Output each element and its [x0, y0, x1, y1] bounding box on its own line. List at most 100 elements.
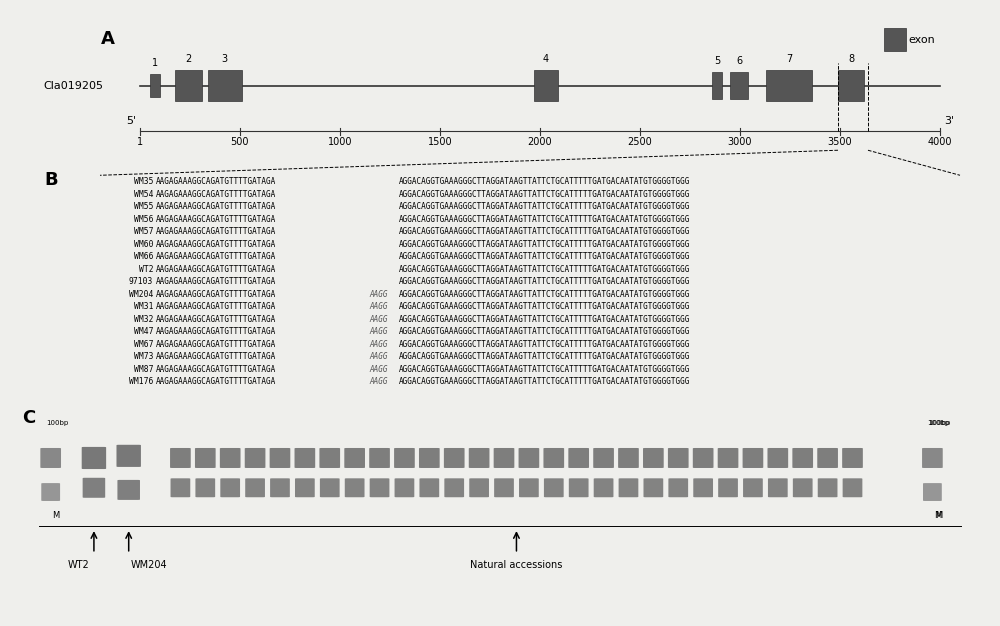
Text: AAGAGAAAGGCAGATGTTTTGATAGA: AAGAGAAAGGCAGATGTTTTGATAGA — [156, 202, 276, 211]
Text: AAGAGAAAGGCAGATGTTTTGATAGA: AAGAGAAAGGCAGATGTTTTGATAGA — [156, 352, 276, 361]
Bar — [534, 70, 558, 101]
Text: 1: 1 — [152, 58, 158, 68]
FancyBboxPatch shape — [593, 448, 614, 468]
Text: AAGAGAAAGGCAGATGTTTTGATAGA: AAGAGAAAGGCAGATGTTTTGATAGA — [156, 215, 276, 223]
Text: AGGACAGGTGAAAGGGCTTAGGATAAGTTATTCTGCATTTTTGATGACAATATGTGGGGTGGG: AGGACAGGTGAAAGGGCTTAGGATAAGTTATTCTGCATTT… — [398, 227, 690, 236]
Text: AGGACAGGTGAAAGGGCTTAGGATAAGTTATTCTGCATTTTTGATGACAATATGTGGGGTGGG: AGGACAGGTGAAAGGGCTTAGGATAAGTTATTCTGCATTT… — [398, 352, 690, 361]
Text: AGGACAGGTGAAAGGGCTTAGGATAAGTTATTCTGCATTTTTGATGACAATATGTGGGGTGGG: AGGACAGGTGAAAGGGCTTAGGATAAGTTATTCTGCATTT… — [398, 290, 690, 299]
Text: 4000: 4000 — [928, 136, 952, 146]
Text: WM67: WM67 — [134, 340, 153, 349]
FancyBboxPatch shape — [792, 448, 813, 468]
Text: AGGACAGGTGAAAGGGCTTAGGATAAGTTATTCTGCATTTTTGATGACAATATGTGGGGTGGG: AGGACAGGTGAAAGGGCTTAGGATAAGTTATTCTGCATTT… — [398, 252, 690, 261]
Text: AGGACAGGTGAAAGGGCTTAGGATAAGTTATTCTGCATTTTTGATGACAATATGTGGGGTGGG: AGGACAGGTGAAAGGGCTTAGGATAAGTTATTCTGCATTT… — [398, 215, 690, 223]
Text: AAGAGAAAGGCAGATGTTTTGATAGA: AAGAGAAAGGCAGATGTTTTGATAGA — [156, 302, 276, 311]
FancyBboxPatch shape — [619, 478, 638, 497]
FancyBboxPatch shape — [693, 448, 713, 468]
FancyBboxPatch shape — [767, 448, 788, 468]
FancyBboxPatch shape — [270, 448, 290, 468]
Text: B: B — [44, 171, 58, 189]
Text: WM56: WM56 — [134, 215, 153, 223]
FancyBboxPatch shape — [40, 448, 61, 468]
FancyBboxPatch shape — [817, 448, 838, 468]
Text: AAGG: AAGG — [369, 290, 388, 299]
FancyBboxPatch shape — [345, 478, 365, 497]
FancyBboxPatch shape — [494, 478, 514, 497]
Text: AGGACAGGTGAAAGGGCTTAGGATAAGTTATTCTGCATTTTTGATGACAATATGTGGGGTGGG: AGGACAGGTGAAAGGGCTTAGGATAAGTTATTCTGCATTT… — [398, 265, 690, 274]
FancyBboxPatch shape — [295, 448, 315, 468]
FancyBboxPatch shape — [568, 448, 589, 468]
Text: AGGACAGGTGAAAGGGCTTAGGATAAGTTATTCTGCATTTTTGATGACAATATGTGGGGTGGG: AGGACAGGTGAAAGGGCTTAGGATAAGTTATTCTGCATTT… — [398, 202, 690, 211]
Text: 7: 7 — [786, 54, 792, 64]
Bar — [766, 70, 812, 101]
FancyBboxPatch shape — [220, 448, 241, 468]
FancyBboxPatch shape — [170, 448, 191, 468]
Text: AAGAGAAAGGCAGATGTTTTGATAGA: AAGAGAAAGGCAGATGTTTTGATAGA — [156, 252, 276, 261]
Text: AAGAGAAAGGCAGATGTTTTGATAGA: AAGAGAAAGGCAGATGTTTTGATAGA — [156, 190, 276, 198]
Text: AGGACAGGTGAAAGGGCTTAGGATAAGTTATTCTGCATTTTTGATGACAATATGTGGGGTGGG: AGGACAGGTGAAAGGGCTTAGGATAAGTTATTCTGCATTT… — [398, 377, 690, 386]
Text: 2000: 2000 — [528, 136, 552, 146]
Text: AAGG: AAGG — [369, 365, 388, 374]
Text: 2500: 2500 — [628, 136, 652, 146]
Text: AAGG: AAGG — [369, 315, 388, 324]
Text: AGGACAGGTGAAAGGGCTTAGGATAAGTTATTCTGCATTTTTGATGACAATATGTGGGGTGGG: AGGACAGGTGAAAGGGCTTAGGATAAGTTATTCTGCATTT… — [398, 302, 690, 311]
Text: 2: 2 — [185, 54, 191, 64]
Text: 100bp: 100bp — [928, 420, 950, 426]
Text: WT2: WT2 — [68, 560, 90, 570]
Text: WM55: WM55 — [134, 202, 153, 211]
FancyBboxPatch shape — [419, 448, 440, 468]
Text: WM66: WM66 — [134, 252, 153, 261]
FancyBboxPatch shape — [519, 448, 539, 468]
FancyBboxPatch shape — [245, 478, 265, 497]
FancyBboxPatch shape — [618, 448, 639, 468]
Text: 5': 5' — [126, 116, 136, 126]
FancyBboxPatch shape — [195, 448, 216, 468]
Text: C: C — [22, 409, 36, 427]
Text: 6: 6 — [736, 56, 742, 66]
Text: AAGAGAAAGGCAGATGTTTTGATAGA: AAGAGAAAGGCAGATGTTTTGATAGA — [156, 340, 276, 349]
FancyBboxPatch shape — [643, 478, 663, 497]
FancyBboxPatch shape — [843, 478, 862, 497]
FancyBboxPatch shape — [245, 448, 265, 468]
FancyBboxPatch shape — [519, 478, 539, 497]
FancyBboxPatch shape — [395, 478, 414, 497]
FancyBboxPatch shape — [569, 478, 589, 497]
Text: exon: exon — [908, 34, 935, 44]
FancyBboxPatch shape — [842, 448, 863, 468]
Text: A: A — [101, 30, 115, 48]
Text: AAGAGAAAGGCAGATGTTTTGATAGA: AAGAGAAAGGCAGATGTTTTGATAGA — [156, 315, 276, 324]
Text: AGGACAGGTGAAAGGGCTTAGGATAAGTTATTCTGCATTTTTGATGACAATATGTGGGGTGGG: AGGACAGGTGAAAGGGCTTAGGATAAGTTATTCTGCATTT… — [398, 327, 690, 336]
Text: AAGAGAAAGGCAGATGTTTTGATAGA: AAGAGAAAGGCAGATGTTTTGATAGA — [156, 265, 276, 274]
Text: 4: 4 — [543, 54, 549, 64]
Bar — [712, 72, 722, 99]
Bar — [150, 74, 160, 97]
FancyBboxPatch shape — [394, 448, 415, 468]
Text: WT2: WT2 — [139, 265, 153, 274]
Text: Cla019205: Cla019205 — [44, 81, 104, 91]
FancyBboxPatch shape — [718, 448, 738, 468]
Text: AAGAGAAAGGCAGATGTTTTGATAGA: AAGAGAAAGGCAGATGTTTTGATAGA — [156, 290, 276, 299]
Text: WM47: WM47 — [134, 327, 153, 336]
FancyBboxPatch shape — [270, 478, 290, 497]
Text: WM73: WM73 — [134, 352, 153, 361]
FancyBboxPatch shape — [171, 478, 190, 497]
Text: AAGG: AAGG — [369, 352, 388, 361]
Text: AAGG: AAGG — [369, 327, 388, 336]
Bar — [175, 70, 202, 101]
Text: AGGACAGGTGAAAGGGCTTAGGATAAGTTATTCTGCATTTTTGATGACAATATGTGGGGTGGG: AGGACAGGTGAAAGGGCTTAGGATAAGTTATTCTGCATTT… — [398, 177, 690, 186]
Text: AAGAGAAAGGCAGATGTTTTGATAGA: AAGAGAAAGGCAGATGTTTTGATAGA — [156, 365, 276, 374]
Bar — [884, 28, 906, 51]
Text: 100bp: 100bp — [46, 420, 68, 426]
FancyBboxPatch shape — [743, 478, 763, 497]
FancyBboxPatch shape — [370, 478, 389, 497]
FancyBboxPatch shape — [922, 448, 943, 468]
Text: WM57: WM57 — [134, 227, 153, 236]
FancyBboxPatch shape — [320, 478, 340, 497]
Text: AGGACAGGTGAAAGGGCTTAGGATAAGTTATTCTGCATTTTTGATGACAATATGTGGGGTGGG: AGGACAGGTGAAAGGGCTTAGGATAAGTTATTCTGCATTT… — [398, 365, 690, 374]
Text: 3: 3 — [222, 54, 228, 64]
FancyBboxPatch shape — [718, 478, 738, 497]
Text: 5: 5 — [714, 56, 720, 66]
Text: AAGG: AAGG — [369, 377, 388, 386]
FancyBboxPatch shape — [469, 448, 489, 468]
FancyBboxPatch shape — [768, 478, 788, 497]
Text: AGGACAGGTGAAAGGGCTTAGGATAAGTTATTCTGCATTTTTGATGACAATATGTGGGGTGGG: AGGACAGGTGAAAGGGCTTAGGATAAGTTATTCTGCATTT… — [398, 190, 690, 198]
